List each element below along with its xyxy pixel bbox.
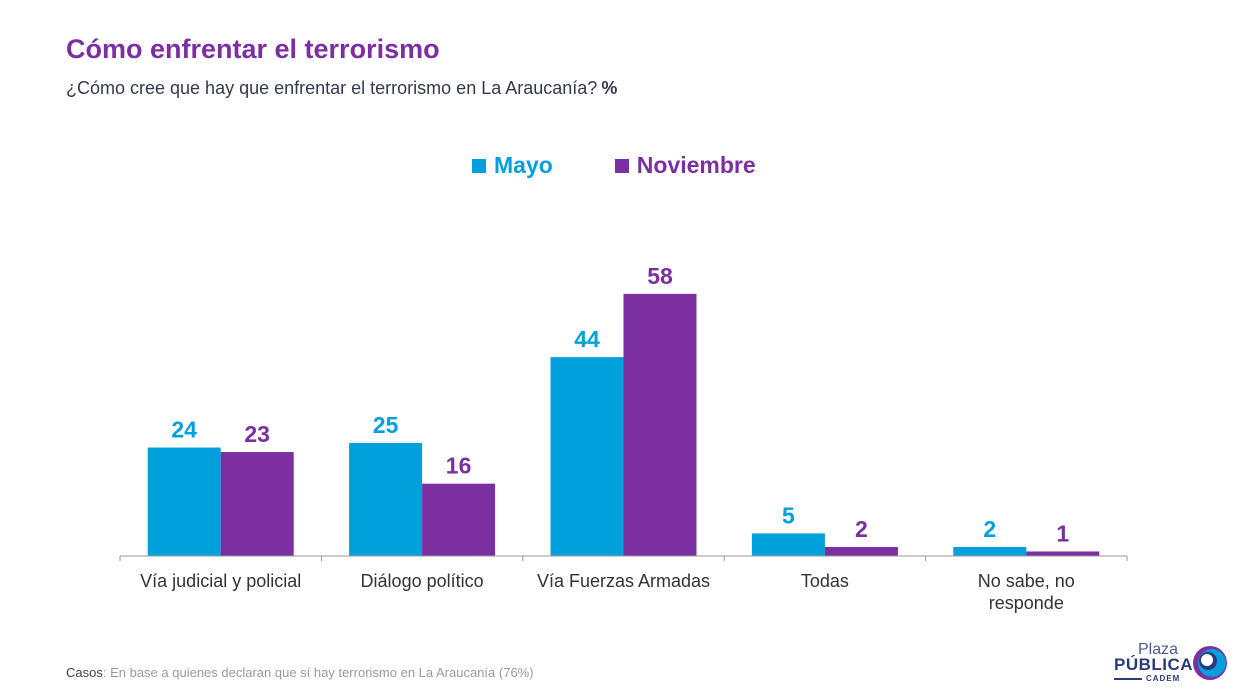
data-label-mayo-1: 25 bbox=[373, 412, 399, 438]
category-label-2: Vía Fuerzas Armadas bbox=[537, 571, 710, 591]
bar-mayo-4 bbox=[953, 546, 1027, 556]
bar-noviembre-2 bbox=[623, 293, 697, 556]
category-label-4: No sabe, no bbox=[978, 571, 1075, 591]
data-label-noviembre-0: 23 bbox=[244, 421, 270, 447]
logo-line1: Plaza bbox=[1138, 641, 1179, 658]
bar-mayo-0 bbox=[147, 447, 221, 556]
data-label-noviembre-3: 2 bbox=[855, 516, 868, 542]
bar-noviembre-4 bbox=[1026, 551, 1100, 556]
legend-label-mayo: Mayo bbox=[494, 152, 553, 178]
bar-mayo-1 bbox=[349, 443, 423, 556]
logo-line2: PÚBLICA bbox=[1114, 655, 1194, 674]
category-label-0: Vía judicial y policial bbox=[140, 571, 301, 591]
category-label-3: Todas bbox=[801, 571, 849, 591]
data-label-mayo-0: 24 bbox=[171, 417, 197, 443]
data-label-mayo-3: 5 bbox=[782, 502, 795, 528]
logo-line3: CADEM bbox=[1146, 674, 1181, 683]
chart-subtitle: ¿Cómo cree que hay que enfrentar el terr… bbox=[66, 78, 617, 99]
category-label-4-line2: responde bbox=[989, 593, 1064, 613]
data-label-mayo-2: 44 bbox=[574, 326, 600, 352]
data-label-noviembre-2: 58 bbox=[647, 263, 673, 289]
bar-mayo-3 bbox=[751, 533, 825, 556]
legend-item-noviembre: Noviembre bbox=[614, 152, 756, 179]
category-label-1: Diálogo político bbox=[361, 571, 484, 591]
data-label-noviembre-4: 1 bbox=[1056, 520, 1069, 546]
footnote-lead: Casos bbox=[66, 665, 103, 680]
subtitle-text: ¿Cómo cree que hay que enfrentar el terr… bbox=[66, 78, 598, 98]
logo-rule bbox=[1114, 678, 1142, 680]
bar-noviembre-1 bbox=[422, 483, 496, 556]
data-label-noviembre-1: 16 bbox=[446, 453, 472, 479]
chart-title: Cómo enfrentar el terrorismo bbox=[66, 34, 440, 64]
footnote: Casos: En base a quienes declaran que sí… bbox=[66, 665, 534, 680]
bar-noviembre-3 bbox=[824, 546, 898, 556]
legend-swatch-noviembre bbox=[614, 158, 629, 173]
legend-swatch-mayo bbox=[472, 158, 486, 173]
bar-noviembre-0 bbox=[220, 452, 294, 556]
plaza-publica-logo: Plaza PÚBLICA CADEM bbox=[1112, 641, 1232, 687]
data-label-mayo-4: 2 bbox=[983, 516, 996, 542]
footnote-text: : En base a quienes declaran que sí hay … bbox=[102, 665, 534, 680]
logo-mark-icon bbox=[1193, 646, 1227, 680]
legend-label-noviembre: Noviembre bbox=[636, 152, 756, 178]
legend: Mayo Noviembre bbox=[472, 152, 756, 179]
unit-label: % bbox=[601, 78, 618, 98]
bar-mayo-2 bbox=[550, 357, 624, 556]
legend-item-mayo: Mayo bbox=[472, 152, 553, 179]
